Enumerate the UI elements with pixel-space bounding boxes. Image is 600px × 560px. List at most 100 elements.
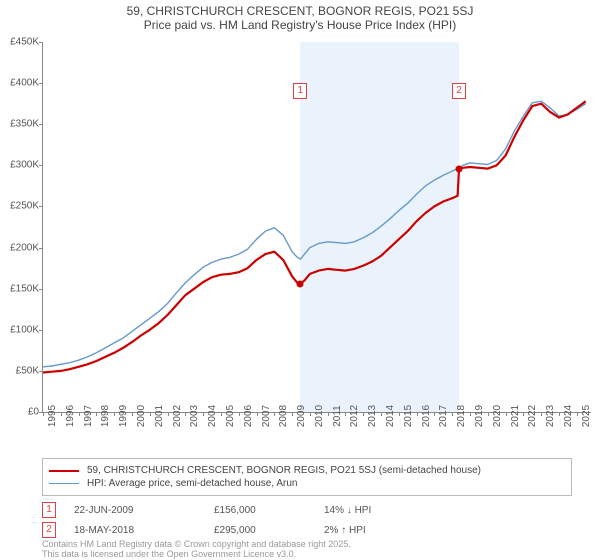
x-tick: [150, 412, 151, 416]
x-tick: [132, 412, 133, 416]
legend-swatch: [49, 483, 79, 484]
x-tick: [185, 412, 186, 416]
y-label: £50K: [16, 365, 39, 376]
x-tick: [96, 412, 97, 416]
x-label: 1996: [65, 405, 76, 427]
y-tick: [39, 289, 43, 290]
legend-text: HPI: Average price, semi-detached house,…: [87, 478, 298, 489]
x-tick: [345, 412, 346, 416]
x-tick: [559, 412, 560, 416]
x-label: 1995: [47, 405, 58, 427]
record-price: £295,000: [214, 525, 324, 536]
x-tick: [434, 412, 435, 416]
x-label: 2023: [545, 405, 556, 427]
y-label: £100K: [10, 324, 39, 335]
y-tick: [39, 42, 43, 43]
x-label: 2007: [261, 405, 272, 427]
x-label: 2020: [492, 405, 503, 427]
x-tick: [274, 412, 275, 416]
x-label: 2017: [438, 405, 449, 427]
x-tick: [61, 412, 62, 416]
title-block: 59, CHRISTCHURCH CRESCENT, BOGNOR REGIS,…: [0, 0, 600, 32]
chart-area: £0£50K£100K£150K£200K£250K£300K£350K£400…: [42, 42, 591, 413]
record-diff: 2% ↑ HPI: [324, 525, 444, 536]
y-label: £400K: [10, 78, 39, 89]
x-tick: [239, 412, 240, 416]
x-label: 2025: [581, 405, 592, 427]
x-tick: [577, 412, 578, 416]
record-row: 2 18-MAY-2018£295,0002% ↑ HPI: [42, 522, 444, 538]
x-label: 2015: [403, 405, 414, 427]
marker-label: 2: [452, 83, 466, 99]
y-tick: [39, 124, 43, 125]
x-label: 2011: [332, 405, 343, 427]
x-label: 2004: [207, 405, 218, 427]
y-tick: [39, 206, 43, 207]
x-label: 1999: [118, 405, 129, 427]
x-label: 2008: [278, 405, 289, 427]
series-property: [43, 101, 586, 372]
x-label: 2002: [172, 405, 183, 427]
x-label: 2005: [225, 405, 236, 427]
x-tick: [257, 412, 258, 416]
record-date: 18-MAY-2018: [74, 525, 214, 536]
x-label: 2006: [243, 405, 254, 427]
x-label: 1997: [83, 405, 94, 427]
legend-text: 59, CHRISTCHURCH CRESCENT, BOGNOR REGIS,…: [87, 465, 481, 476]
x-tick: [541, 412, 542, 416]
x-tick: [292, 412, 293, 416]
x-tick: [43, 412, 44, 416]
record-date: 22-JUN-2009: [74, 505, 214, 516]
footer-line2: This data is licensed under the Open Gov…: [42, 550, 351, 560]
marker-label: 1: [293, 83, 307, 99]
x-tick: [506, 412, 507, 416]
x-label: 2018: [456, 405, 467, 427]
legend-row: HPI: Average price, semi-detached house,…: [49, 478, 565, 489]
x-label: 2012: [349, 405, 360, 427]
x-label: 2021: [510, 405, 521, 427]
record-row: 122-JUN-2009£156,00014% ↓ HPI: [42, 502, 444, 518]
y-label: £450K: [10, 37, 39, 48]
record-marker: 2: [42, 522, 56, 538]
x-tick: [381, 412, 382, 416]
x-tick: [114, 412, 115, 416]
record-marker: 1: [42, 502, 56, 518]
x-label: 2013: [367, 405, 378, 427]
x-tick: [168, 412, 169, 416]
x-label: 1998: [100, 405, 111, 427]
x-label: 2016: [421, 405, 432, 427]
x-label: 2009: [296, 405, 307, 427]
x-label: 2003: [189, 405, 200, 427]
y-tick: [39, 165, 43, 166]
x-tick: [417, 412, 418, 416]
y-tick: [39, 330, 43, 331]
y-label: £350K: [10, 119, 39, 130]
x-label: 2010: [314, 405, 325, 427]
x-tick: [488, 412, 489, 416]
y-label: £300K: [10, 160, 39, 171]
y-label: £200K: [10, 242, 39, 253]
marker-dot: [297, 280, 304, 287]
x-label: 2022: [527, 405, 538, 427]
title-line1: 59, CHRISTCHURCH CRESCENT, BOGNOR REGIS,…: [0, 4, 600, 18]
y-label: £0: [28, 407, 39, 418]
y-label: £150K: [10, 283, 39, 294]
x-tick: [310, 412, 311, 416]
chart-plot: [43, 42, 591, 412]
footer: Contains HM Land Registry data © Crown c…: [42, 540, 351, 560]
chart-container: 59, CHRISTCHURCH CRESCENT, BOGNOR REGIS,…: [0, 0, 600, 560]
x-tick: [79, 412, 80, 416]
y-tick: [39, 371, 43, 372]
record-diff: 14% ↓ HPI: [324, 505, 444, 516]
x-label: 2000: [136, 405, 147, 427]
x-tick: [523, 412, 524, 416]
x-tick: [399, 412, 400, 416]
y-tick: [39, 83, 43, 84]
y-tick: [39, 248, 43, 249]
legend-swatch: [49, 470, 79, 472]
x-tick: [363, 412, 364, 416]
x-label: 2001: [154, 405, 165, 427]
series-hpi: [43, 101, 586, 367]
x-tick: [452, 412, 453, 416]
legend-row: 59, CHRISTCHURCH CRESCENT, BOGNOR REGIS,…: [49, 465, 565, 476]
